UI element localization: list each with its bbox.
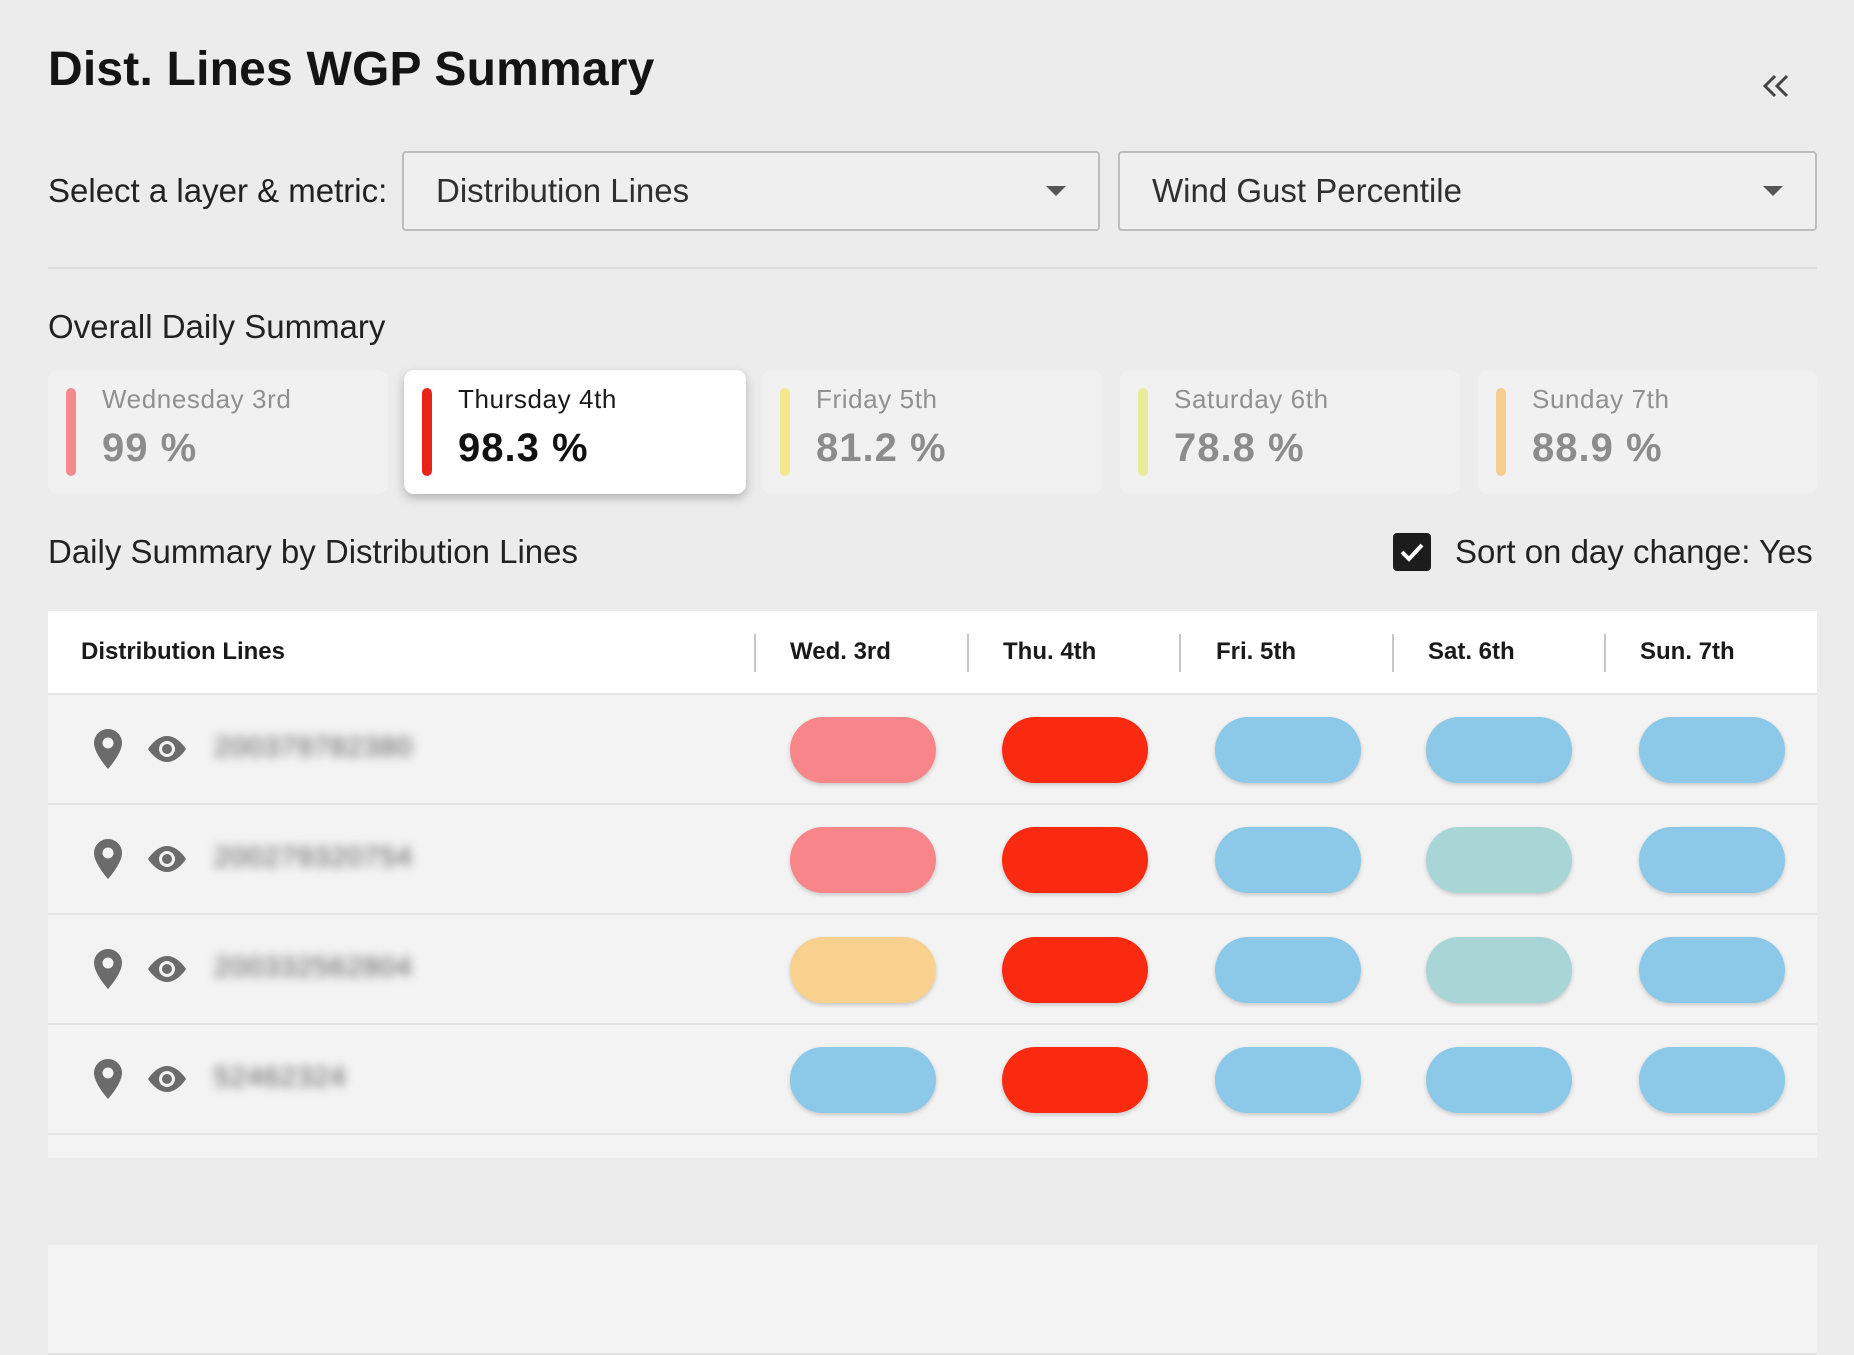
column-separator [754,634,756,672]
sort-label: Sort on day change: Yes [1455,533,1813,570]
risk-pill-sun-7th[interactable] [1639,827,1785,893]
overall-summary-title: Overall Daily Summary [48,308,386,345]
risk-pill-thu-4th[interactable] [1002,717,1148,783]
table-row[interactable]: 200379782380 [48,695,1817,805]
day-value: 78.8 % [1174,426,1305,470]
page-title: Dist. Lines WGP Summary [48,43,655,96]
day-name: Wednesday 3rd [102,384,292,414]
line-id: 200279320754 [214,841,413,872]
day-value: 88.9 % [1532,426,1663,470]
risk-pill-wed-3rd[interactable] [790,827,936,893]
wgp-summary-panel: Dist. Lines WGP Summary Select a layer &… [48,43,1817,1355]
table-row-partial [48,1245,1817,1355]
day-value: 98.3 % [458,426,589,470]
section-divider [48,267,1817,269]
day-card-1[interactable]: Thursday 4th 98.3 % [404,370,746,494]
risk-pill-sun-7th[interactable] [1639,717,1785,783]
risk-pill-sat-6th[interactable] [1426,1047,1572,1113]
column-header-3[interactable]: Fri. 5th [1216,638,1297,665]
map-pin-icon[interactable] [92,837,124,886]
day-value: 99 % [102,426,198,470]
column-header-5[interactable]: Sun. 7th [1640,638,1735,665]
layer-metric-label: Select a layer & metric: [48,172,388,209]
caret-down-icon [1046,186,1066,196]
day-color-bar [66,388,76,476]
day-color-bar [1496,388,1506,476]
line-id: 200332562804 [214,951,413,982]
day-value: 81.2 % [816,426,947,470]
column-header-2[interactable]: Thu. 4th [1003,638,1097,665]
line-id: 200379782380 [214,731,413,762]
table-row[interactable]: 52462324 [48,1025,1817,1135]
map-pin-icon[interactable] [92,1057,124,1106]
map-pin-icon[interactable] [92,947,124,996]
risk-pill-thu-4th[interactable] [1002,1047,1148,1113]
risk-pill-wed-3rd[interactable] [790,717,936,783]
day-card-4[interactable]: Sunday 7th 88.9 % [1478,370,1817,494]
day-name: Saturday 6th [1174,384,1329,414]
day-name: Sunday 7th [1532,384,1670,414]
layer-dropdown[interactable]: Distribution Lines [402,151,1100,231]
risk-pill-fri-5th[interactable] [1215,827,1361,893]
risk-pill-wed-3rd[interactable] [790,937,936,1003]
column-header-0[interactable]: Distribution Lines [81,638,285,665]
risk-pill-sat-6th[interactable] [1426,937,1572,1003]
risk-pill-thu-4th[interactable] [1002,937,1148,1003]
risk-pill-sat-6th[interactable] [1426,717,1572,783]
column-header-4[interactable]: Sat. 6th [1428,638,1515,665]
risk-pill-thu-4th[interactable] [1002,827,1148,893]
table-header: Distribution Lines Wed. 3rd Thu. 4th Fri. 5… [48,611,1817,695]
column-header-1[interactable]: Wed. 3rd [790,638,891,665]
distribution-lines-table: Distribution Lines Wed. 3rd Thu. 4th Fri. 5… [48,611,1817,1355]
layer-dropdown-value: Distribution Lines [436,172,690,209]
risk-pill-fri-5th[interactable] [1215,717,1361,783]
day-color-bar [422,388,432,476]
eye-icon[interactable] [144,733,190,770]
eye-icon[interactable] [144,843,190,880]
risk-pill-sat-6th[interactable] [1426,827,1572,893]
table-row[interactable]: 200279320754 [48,805,1817,915]
risk-pill-fri-5th[interactable] [1215,937,1361,1003]
day-name: Thursday 4th [458,384,617,414]
day-card-0[interactable]: Wednesday 3rd 99 % [48,370,388,494]
eye-icon[interactable] [144,953,190,990]
risk-pill-fri-5th[interactable] [1215,1047,1361,1113]
eye-icon[interactable] [144,1063,190,1100]
lines-summary-title: Daily Summary by Distribution Lines [48,533,579,570]
table-row[interactable]: 200332562804 [48,915,1817,1025]
column-separator [967,634,969,672]
map-pin-icon[interactable] [92,727,124,776]
line-id: 52462324 [214,1061,347,1092]
day-color-bar [1138,388,1148,476]
column-separator [1604,634,1606,672]
day-card-2[interactable]: Friday 5th 81.2 % [762,370,1102,494]
column-separator [1392,634,1394,672]
risk-pill-wed-3rd[interactable] [790,1047,936,1113]
column-separator [1179,634,1181,672]
double-chevron-left-icon [1762,74,1789,98]
day-color-bar [780,388,790,476]
metric-dropdown-value: Wind Gust Percentile [1152,172,1462,209]
caret-down-icon [1763,186,1783,196]
risk-pill-sun-7th[interactable] [1639,937,1785,1003]
check-icon [1400,543,1424,562]
risk-pill-sun-7th[interactable] [1639,1047,1785,1113]
day-name: Friday 5th [816,384,938,414]
day-card-3[interactable]: Saturday 6th 78.8 % [1120,370,1460,494]
sort-checkbox[interactable] [1393,533,1431,571]
sort-on-day-change-toggle[interactable]: Sort on day change: Yes [1393,533,1813,571]
metric-dropdown[interactable]: Wind Gust Percentile [1118,151,1817,231]
collapse-panel-button[interactable] [1752,62,1800,110]
